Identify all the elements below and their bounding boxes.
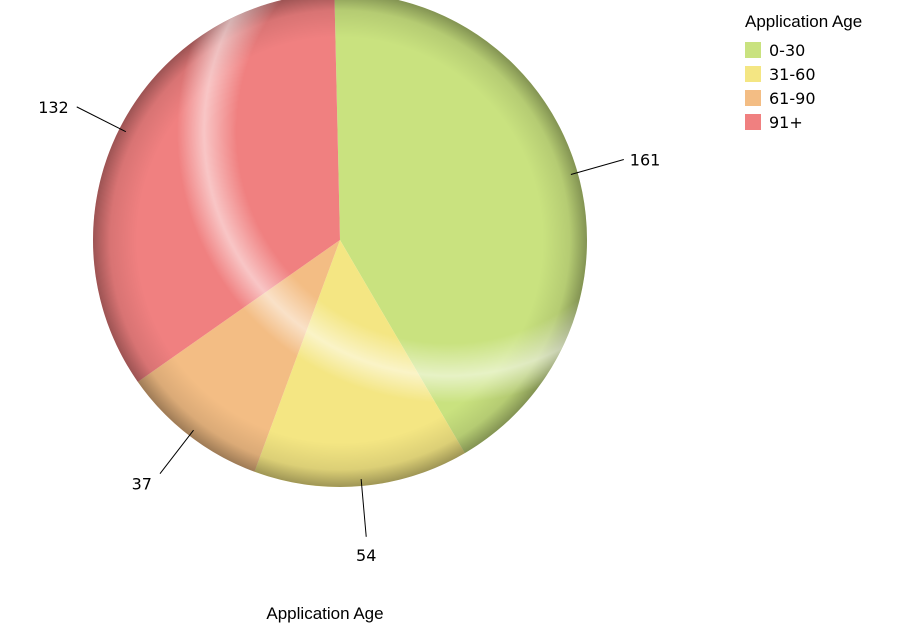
legend-title: Application Age xyxy=(745,12,863,31)
legend-label: 0-30 xyxy=(769,40,806,60)
pie-gloss xyxy=(93,0,587,487)
leader-line-0-30 xyxy=(570,159,624,176)
data-label-0-30: 161 xyxy=(630,151,661,170)
legend-item-31-60: 31-60 xyxy=(745,62,862,86)
leader-line-31-60 xyxy=(360,479,367,537)
legend-label: 91+ xyxy=(769,112,803,132)
legend-item-61-90: 61-90 xyxy=(745,86,862,110)
legend-label: 31-60 xyxy=(769,64,816,84)
leader-line-61-90 xyxy=(159,429,194,475)
legend-item-0-30: 0-30 xyxy=(745,38,862,62)
legend-swatch xyxy=(745,114,761,130)
legend-swatch xyxy=(745,90,761,106)
legend-swatch xyxy=(745,42,761,58)
data-label-91+: 132 xyxy=(38,98,69,117)
legend-label: 61-90 xyxy=(769,88,816,108)
leader-line-91+ xyxy=(76,106,127,133)
legend: Application Age 0-30 31-60 61-90 91+ xyxy=(745,12,862,134)
axis-title: Application Age xyxy=(266,604,384,623)
data-label-61-90: 37 xyxy=(132,475,152,494)
data-label-31-60: 54 xyxy=(356,546,376,565)
legend-item-91+: 91+ xyxy=(745,110,862,134)
legend-swatch xyxy=(745,66,761,82)
